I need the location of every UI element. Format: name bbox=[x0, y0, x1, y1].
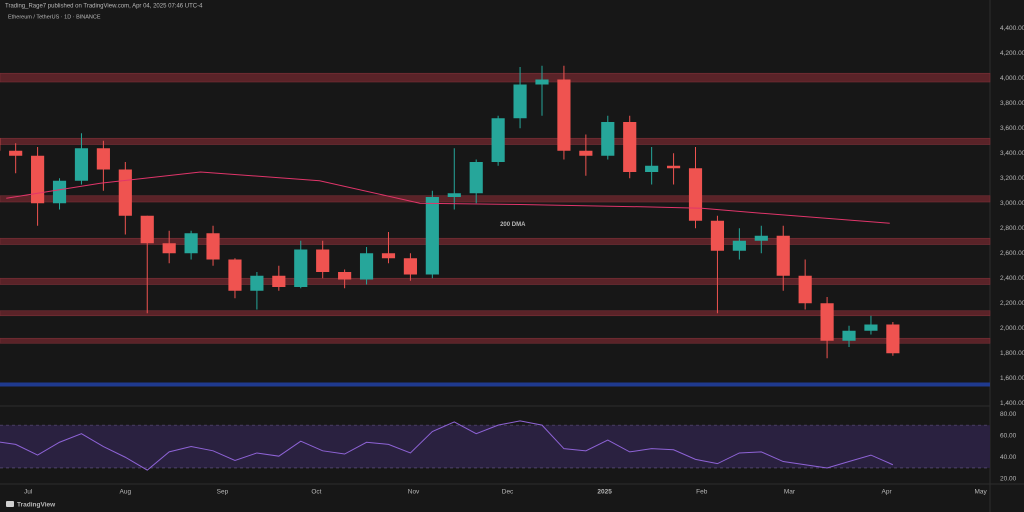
candle-body bbox=[601, 122, 615, 156]
y-tick-label: 40.00 bbox=[1000, 454, 1017, 461]
y-tick-label: 3,800.00 bbox=[1000, 100, 1024, 107]
y-tick-label: 1,600.00 bbox=[1000, 375, 1024, 382]
rsi-line bbox=[0, 420, 894, 471]
candle-body bbox=[864, 324, 878, 331]
zone bbox=[0, 237, 991, 245]
moving-average bbox=[6, 171, 890, 224]
candle-body bbox=[820, 303, 834, 341]
y-tick-label: 60.00 bbox=[1000, 433, 1017, 440]
candle-body bbox=[469, 162, 483, 194]
brand: TradingView bbox=[17, 502, 56, 509]
candle-body bbox=[754, 235, 768, 241]
candle-body bbox=[206, 233, 220, 260]
candle-body bbox=[250, 275, 264, 291]
y-tick-label: 3,200.00 bbox=[1000, 175, 1024, 182]
y-tick-label: 80.00 bbox=[1000, 411, 1017, 418]
candle-body bbox=[579, 150, 593, 156]
candle-body bbox=[403, 258, 417, 275]
candle-body bbox=[140, 215, 154, 244]
candle-body bbox=[776, 235, 790, 276]
candle-body bbox=[184, 233, 198, 254]
candle-body bbox=[272, 275, 286, 287]
logo-icon bbox=[6, 501, 14, 507]
y-tick-label: 3,600.00 bbox=[1000, 125, 1024, 132]
publisher: Trading_Rage7 published on TradingView.c… bbox=[5, 4, 203, 10]
candle-body bbox=[338, 272, 352, 280]
y-tick-label: 2,400.00 bbox=[1000, 275, 1024, 282]
y-tick-label: 1,400.00 bbox=[1000, 400, 1024, 407]
rsi-band bbox=[0, 425, 990, 468]
candle-body bbox=[842, 330, 856, 341]
x-tick-label: Mar bbox=[784, 489, 796, 496]
y-tick-label: 4,400.00 bbox=[1000, 25, 1024, 32]
candle-body bbox=[118, 169, 132, 216]
candle-body bbox=[9, 150, 23, 156]
candle-body bbox=[535, 79, 549, 85]
y-tick-label: 4,000.00 bbox=[1000, 75, 1024, 82]
candle-body bbox=[666, 165, 681, 169]
y-tick-label: 2,200.00 bbox=[1000, 300, 1024, 307]
candle-body bbox=[162, 243, 176, 254]
candle-body bbox=[359, 253, 374, 280]
x-tick-label: 2025 bbox=[597, 489, 612, 496]
candle-body bbox=[710, 220, 725, 251]
candle-body bbox=[798, 275, 812, 304]
x-tick-label: Oct bbox=[311, 489, 321, 496]
candle-body bbox=[381, 253, 396, 259]
y-tick-label: 1,800.00 bbox=[1000, 350, 1024, 357]
candle-body bbox=[425, 197, 439, 275]
x-tick-label: Aug bbox=[120, 489, 132, 496]
y-tick-label: 2,600.00 bbox=[1000, 250, 1024, 257]
candle-body bbox=[447, 193, 461, 197]
y-tick-label: 3,400.00 bbox=[1000, 150, 1024, 157]
x-tick-label: Dec bbox=[502, 489, 514, 496]
y-tick-label: 4,200.00 bbox=[1000, 50, 1024, 57]
candle-body bbox=[623, 122, 637, 172]
x-tick-label: Jul bbox=[24, 489, 33, 496]
candle-body bbox=[513, 84, 527, 119]
candle-body bbox=[96, 148, 110, 170]
zone bbox=[0, 277, 991, 285]
candle-body bbox=[645, 165, 659, 172]
candle-body bbox=[688, 168, 703, 221]
candle-body bbox=[52, 180, 67, 204]
y-tick-label: 2,800.00 bbox=[1000, 225, 1024, 232]
x-tick-label: Apr bbox=[882, 489, 893, 496]
zone bbox=[0, 337, 991, 344]
x-tick-label: Sep bbox=[217, 489, 229, 496]
zone bbox=[0, 310, 991, 317]
x-tick-label: Feb bbox=[696, 489, 708, 496]
candle-body bbox=[886, 324, 900, 354]
candle-body bbox=[31, 155, 45, 204]
x-tick-label: May bbox=[974, 489, 987, 496]
y-tick-label: 20.00 bbox=[1000, 475, 1017, 482]
candle-body bbox=[491, 118, 505, 162]
y-tick-label: 3,000.00 bbox=[1000, 200, 1024, 207]
symbol: Ethereum / TetherUS · 1D · BINANCE bbox=[8, 14, 101, 20]
x-tick-label: Nov bbox=[408, 489, 420, 496]
zone bbox=[0, 72, 991, 83]
candle-body bbox=[294, 249, 308, 287]
candle-body bbox=[557, 79, 571, 151]
candle-body bbox=[732, 240, 746, 251]
moving-average-label: 200 DMA bbox=[500, 222, 526, 228]
y-tick-label: 2,000.00 bbox=[1000, 325, 1024, 332]
candle-body bbox=[74, 148, 89, 181]
candle-body bbox=[316, 249, 330, 272]
candle-body bbox=[228, 259, 242, 291]
zone bbox=[0, 195, 991, 203]
